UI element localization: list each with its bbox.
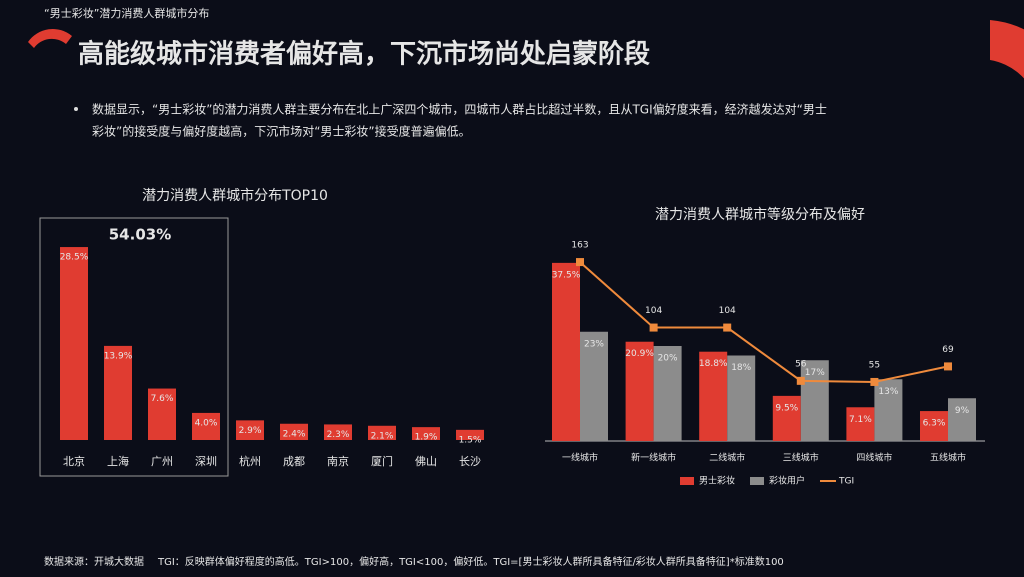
value-label: 104	[719, 306, 736, 316]
bullet-text: 彩妆”的接受度与偏好度越高，下沉市场对“男士彩妆”接受度普遍偏低。	[92, 124, 471, 139]
annotation: 54.03%	[109, 226, 171, 244]
x-tick-label: 成都	[283, 455, 305, 468]
bar	[727, 355, 756, 441]
marker	[576, 258, 584, 267]
bar	[60, 247, 88, 440]
value-label: 56	[795, 359, 807, 369]
marker	[870, 377, 879, 386]
note: TGI：反映群体偏好程度的高低。TGI>100，偏好高，TGI<100，偏好低。…	[157, 555, 784, 568]
x-tick-label: 佛山	[415, 455, 437, 468]
bar	[800, 360, 829, 441]
value-label: 2.9%	[239, 426, 262, 436]
bar	[552, 262, 580, 441]
value-label: 1.9%	[415, 433, 438, 443]
bar	[368, 425, 396, 440]
bar	[280, 423, 308, 440]
value-label: 2.1%	[371, 431, 394, 441]
value-label: 20%	[658, 354, 678, 364]
bullet-dot	[74, 107, 78, 111]
x-tick-label: 南京	[327, 454, 349, 468]
value-label: 9.5%	[775, 403, 798, 413]
bar	[772, 395, 801, 441]
chart-title: 潜力消费人群城市分布TOP10	[142, 187, 328, 204]
value-label: 28.5%	[60, 253, 89, 263]
value-label: 17%	[805, 368, 825, 378]
value-label: 1.5%	[459, 435, 482, 445]
x-tick-label: 五线城市	[930, 452, 966, 464]
bar	[192, 412, 220, 440]
marker	[723, 323, 732, 332]
line	[579, 261, 949, 383]
legend-label: TGI	[838, 477, 854, 487]
bar	[948, 398, 976, 441]
slide-title: 高能级城市消费者偏好高，下沉市场尚处启蒙阶段	[78, 39, 650, 70]
source: 数据来源：开城大数据	[44, 555, 144, 568]
x-tick-label: 四线城市	[856, 452, 892, 464]
x-tick-label: 深圳	[195, 455, 217, 468]
bar	[412, 427, 440, 440]
value-label: 20.9%	[625, 349, 654, 359]
marker	[649, 323, 658, 332]
decor-arc	[990, 20, 1024, 200]
legend-label: 彩妆用户	[769, 475, 805, 487]
bar	[846, 407, 875, 441]
x-tick-label: 长沙	[459, 455, 481, 468]
x-tick-label: 上海	[107, 454, 129, 468]
value-label: 18.8%	[699, 359, 728, 369]
value-label: 37.5%	[552, 270, 581, 280]
highlight-box	[39, 217, 229, 477]
slide-tag: “男士彩妆”潜力消费人群城市分布	[44, 6, 209, 20]
value-label: 7.1%	[849, 415, 872, 425]
x-tick-label: 二线城市	[709, 452, 745, 464]
value-label: 2.4%	[283, 429, 306, 439]
bar	[148, 388, 176, 440]
x-tick-label: 北京	[63, 454, 85, 468]
bar	[653, 346, 682, 441]
value-label: 13.9%	[104, 351, 133, 361]
x-tick-label: 广州	[151, 455, 173, 468]
x-tick-label: 三线城市	[783, 452, 819, 464]
chart-title: 潜力消费人群城市等级分布及偏好	[655, 206, 865, 223]
x-tick-label: 新一线城市	[631, 452, 676, 464]
value-label: 69	[942, 345, 954, 355]
bar	[324, 424, 352, 440]
value-label: 6.3%	[923, 419, 946, 429]
value-label: 4.0%	[195, 418, 218, 428]
bar	[920, 411, 948, 441]
bar	[874, 379, 903, 441]
x-tick-label: 厦门	[371, 454, 393, 468]
bar	[456, 429, 484, 440]
bar	[625, 341, 654, 441]
value-label: 18%	[731, 363, 751, 373]
legend-swatch	[750, 477, 764, 485]
value-label: 9%	[955, 406, 970, 416]
bullet-text: 数据显示，“男士彩妆”的潜力消费人群主要分布在北上广深四个城市，四城市人群占比超…	[92, 102, 827, 117]
value-label: 163	[571, 241, 588, 251]
value-label: 104	[645, 306, 662, 316]
value-label: 7.6%	[151, 394, 174, 404]
legend-label: 男士彩妆	[699, 475, 735, 487]
decor-arc	[28, 28, 72, 48]
bar	[699, 351, 728, 441]
value-label: 2.3%	[327, 430, 350, 440]
value-label: 23%	[584, 339, 604, 349]
value-label: 13%	[878, 387, 898, 397]
value-label: 55	[869, 360, 880, 370]
x-tick-label: 杭州	[239, 454, 261, 468]
bar	[104, 345, 132, 440]
legend-swatch	[680, 477, 694, 485]
marker	[944, 362, 952, 371]
bar	[236, 420, 264, 440]
bar	[580, 331, 608, 441]
marker	[796, 376, 805, 385]
x-tick-label: 一线城市	[562, 452, 598, 464]
